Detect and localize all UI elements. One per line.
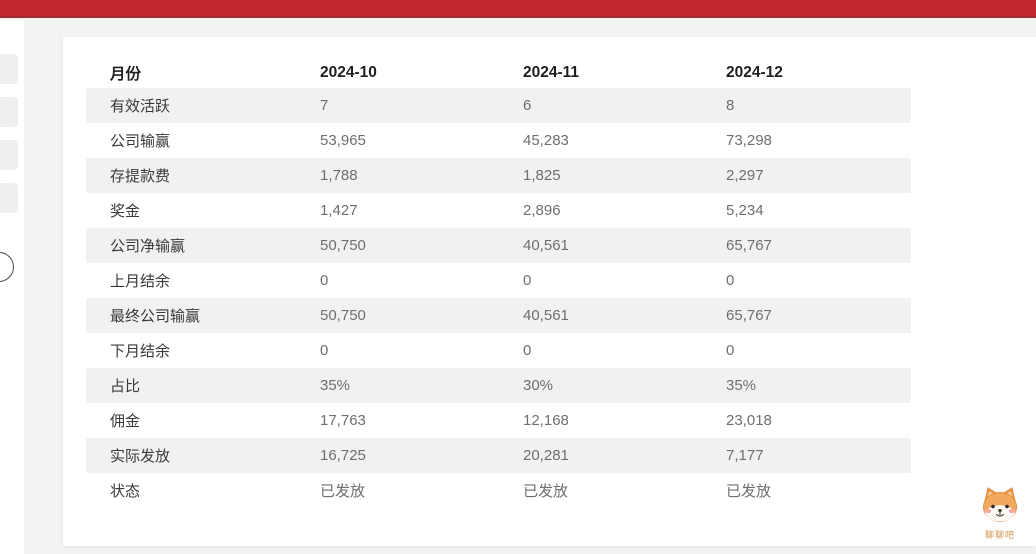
row-label: 实际发放 <box>110 448 171 465</box>
row-value: 53,965 <box>320 132 366 149</box>
header-2024-12: 2024-12 <box>726 64 783 81</box>
row-label: 上月结余 <box>110 273 171 290</box>
row-value: 17,763 <box>320 412 366 429</box>
row-value: 16,725 <box>320 447 366 464</box>
row-value: 73,298 <box>726 132 772 149</box>
row-value: 1,825 <box>523 167 561 184</box>
row-label: 奖金 <box>110 203 141 220</box>
sidebar-skeleton-item <box>0 183 18 213</box>
row-value: 45,283 <box>523 132 569 149</box>
table-row: 最终公司输赢 50,750 40,561 65,767 <box>86 298 911 333</box>
table-row: 存提款费 1,788 1,825 2,297 <box>86 158 911 193</box>
table-row: 佣金 17,763 12,168 23,018 <box>86 403 911 438</box>
table-row: 公司输赢 53,965 45,283 73,298 <box>86 123 911 158</box>
table-row: 公司净输赢 50,750 40,561 65,767 <box>86 228 911 263</box>
collapsed-sidebar <box>0 20 24 554</box>
row-value: 0 <box>320 272 329 289</box>
mascot-label: 聊聊吧 <box>984 530 1015 540</box>
header-2024-11: 2024-11 <box>523 64 580 81</box>
row-value: 1,788 <box>320 167 358 184</box>
row-label: 存提款费 <box>110 168 171 185</box>
row-value: 6 <box>523 97 532 114</box>
row-value: 40,561 <box>523 307 569 324</box>
row-value: 40,561 <box>523 237 569 254</box>
sidebar-toggle-button[interactable] <box>0 252 14 282</box>
row-value: 0 <box>523 342 532 359</box>
row-value: 0 <box>523 272 532 289</box>
row-value: 65,767 <box>726 307 772 324</box>
row-label: 公司输赢 <box>110 133 171 150</box>
row-value: 12,168 <box>523 412 569 429</box>
row-value: 1,427 <box>320 202 358 219</box>
row-label: 状态 <box>110 483 141 500</box>
report-card: 月份 2024-10 2024-11 2024-12 有效活跃 7 6 8 公司输赢 53… <box>63 37 1036 546</box>
row-value: 35% <box>320 377 351 394</box>
sidebar-skeleton-item <box>0 97 18 127</box>
header-month: 月份 <box>110 66 142 83</box>
row-label: 佣金 <box>110 413 141 430</box>
row-label: 最终公司输赢 <box>110 308 201 325</box>
table-header-row: 月份 2024-10 2024-11 2024-12 <box>86 58 911 88</box>
row-value: 2,896 <box>523 202 561 219</box>
row-value: 20,281 <box>523 447 569 464</box>
header-2024-10: 2024-10 <box>320 64 377 81</box>
row-label: 下月结余 <box>110 343 171 360</box>
row-value: 已发放 <box>523 483 569 500</box>
row-value: 2,297 <box>726 167 764 184</box>
row-value: 0 <box>726 342 735 359</box>
row-value: 7 <box>320 97 329 114</box>
row-label: 占比 <box>110 378 141 395</box>
top-red-bar <box>0 0 1036 18</box>
row-value: 65,767 <box>726 237 772 254</box>
monthly-report-table: 月份 2024-10 2024-11 2024-12 有效活跃 7 6 8 公司输赢 53… <box>86 58 911 508</box>
shiba-dog-icon <box>977 487 1023 529</box>
row-label: 公司净输赢 <box>110 238 186 255</box>
table-row: 占比 35% 30% 35% <box>86 368 911 403</box>
table-row: 下月结余 0 0 0 <box>86 333 911 368</box>
chat-mascot-widget[interactable]: 聊聊吧 <box>975 485 1025 541</box>
table-body: 有效活跃 7 6 8 公司输赢 53,965 45,283 73,298 存提款费 1,788 1,… <box>86 88 911 508</box>
sidebar-skeleton-item <box>0 140 18 170</box>
row-label: 有效活跃 <box>110 98 171 115</box>
row-value: 23,018 <box>726 412 772 429</box>
table-row: 有效活跃 7 6 8 <box>86 88 911 123</box>
row-value: 0 <box>320 342 329 359</box>
row-value: 50,750 <box>320 307 366 324</box>
sidebar-skeleton-item <box>0 54 18 84</box>
row-value: 已发放 <box>320 483 366 500</box>
table-row: 奖金 1,427 2,896 5,234 <box>86 193 911 228</box>
row-value: 5,234 <box>726 202 764 219</box>
row-value: 7,177 <box>726 447 764 464</box>
row-value: 30% <box>523 377 554 394</box>
row-value: 已发放 <box>726 483 772 500</box>
row-value: 50,750 <box>320 237 366 254</box>
row-value: 8 <box>726 97 735 114</box>
table-row: 实际发放 16,725 20,281 7,177 <box>86 438 911 473</box>
table-row: 状态 已发放 已发放 已发放 <box>86 473 911 508</box>
row-value: 0 <box>726 272 735 289</box>
table-row: 上月结余 0 0 0 <box>86 263 911 298</box>
row-value: 35% <box>726 377 757 394</box>
